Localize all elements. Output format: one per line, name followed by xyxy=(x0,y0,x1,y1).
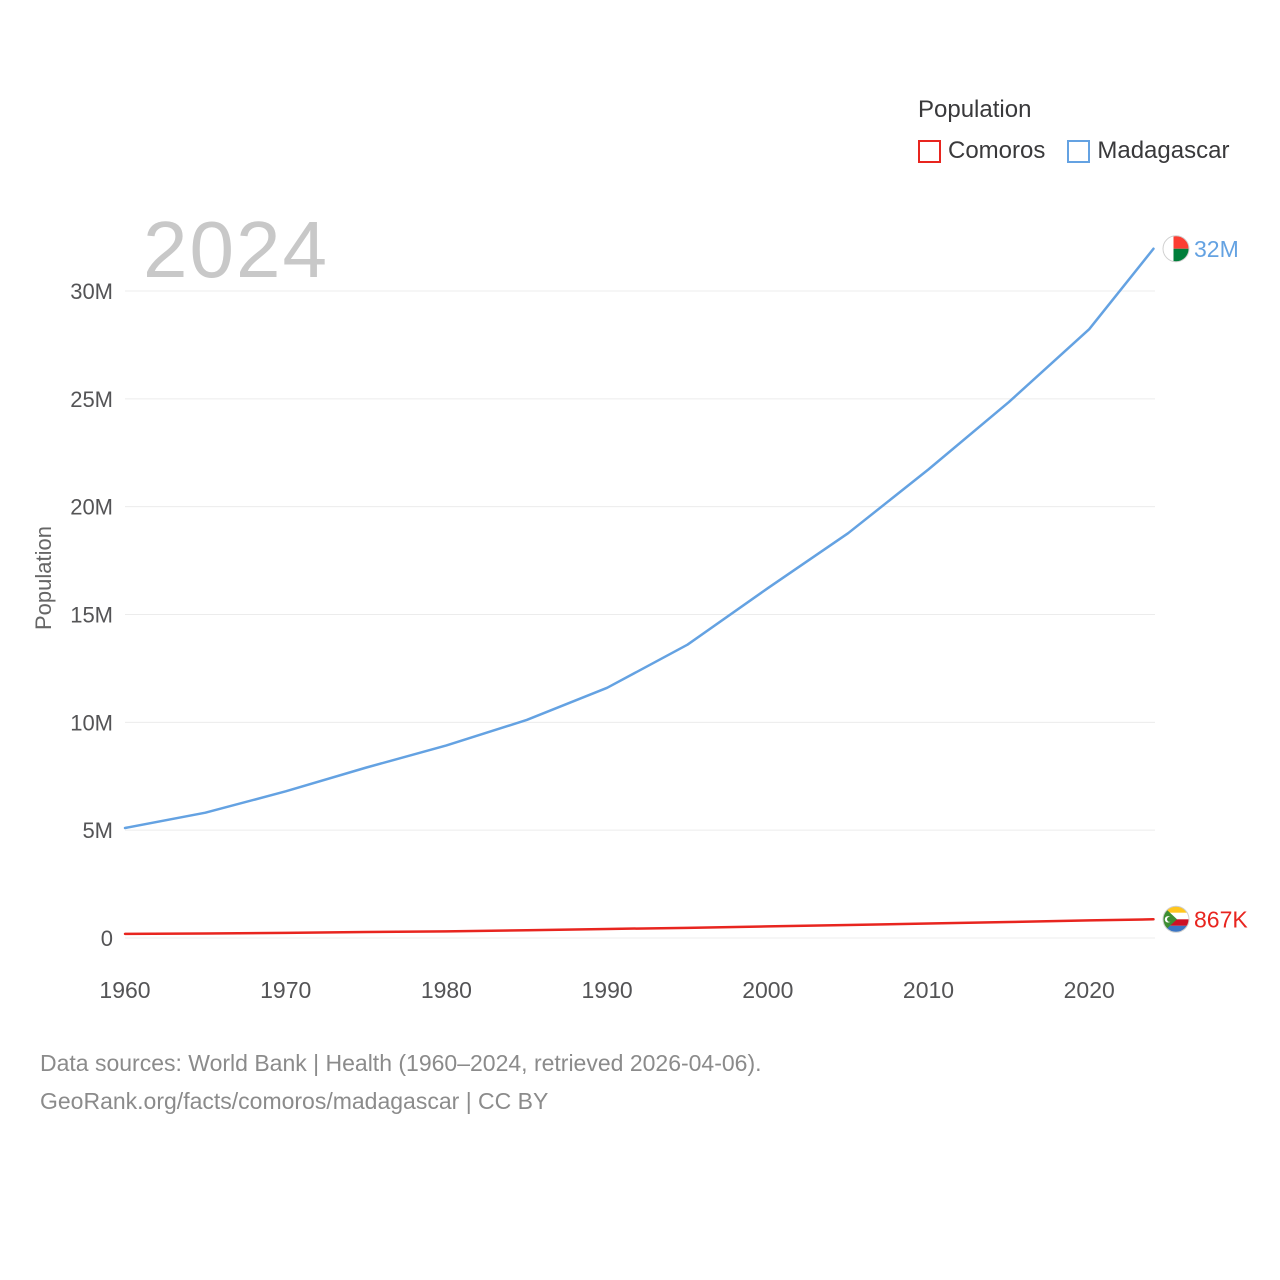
comoros-line xyxy=(123,918,1155,936)
x-tick-label: 1980 xyxy=(421,977,472,1003)
x-tick-label: 1970 xyxy=(260,977,311,1003)
legend-item-comoros[interactable]: Comoros xyxy=(918,137,1045,165)
legend-item-madagascar[interactable]: Madagascar xyxy=(1067,137,1229,165)
y-tick-label: 5M xyxy=(82,818,113,843)
comoros-flag-icon xyxy=(1163,906,1189,933)
legend-title: Population xyxy=(918,96,1032,123)
y-tick-label: 30M xyxy=(70,279,113,304)
x-tick-label: 1960 xyxy=(99,977,150,1003)
y-tick-label: 10M xyxy=(70,710,113,735)
legend-swatch-madagascar xyxy=(1067,139,1091,163)
legend-label: Madagascar xyxy=(1097,137,1230,164)
x-tick-label: 1990 xyxy=(582,977,633,1003)
comoros-flag-border xyxy=(1162,905,1190,933)
legend-swatch-comoros xyxy=(918,139,941,163)
y-tick-label: 15M xyxy=(70,603,113,628)
data-sources-text: Data sources: World Bank | Health (1960–… xyxy=(40,1050,762,1076)
x-tick-label: 2000 xyxy=(742,977,793,1003)
legend-label: Comoros xyxy=(948,137,1046,164)
x-tick-label: 2020 xyxy=(1064,977,1115,1003)
legend-items: Comoros Madagascar xyxy=(918,137,1229,165)
y-tick-label: 20M xyxy=(70,495,113,520)
x-tick-label: 2010 xyxy=(903,977,954,1003)
comoros-end-value: 867K xyxy=(1194,906,1248,932)
madagascar-end-value: 32M xyxy=(1194,236,1239,262)
year-watermark: 2024 xyxy=(143,205,329,294)
y-tick-label: 25M xyxy=(70,387,113,412)
madagascar-flag-border xyxy=(1162,235,1190,263)
plot-area: 0 5M 10M 15M 20M 25M 30M 1960 1970 1980 1990 2000 20… xyxy=(70,235,1248,1003)
legend: Population Comoros Madagascar xyxy=(918,96,1229,165)
madagascar-line xyxy=(123,247,1155,830)
y-tick-label: 0 xyxy=(101,926,113,951)
footer: Data sources: World Bank | Health (1960–… xyxy=(40,1044,762,1120)
attribution-text: GeoRank.org/facts/comoros/madagascar | C… xyxy=(40,1088,549,1114)
